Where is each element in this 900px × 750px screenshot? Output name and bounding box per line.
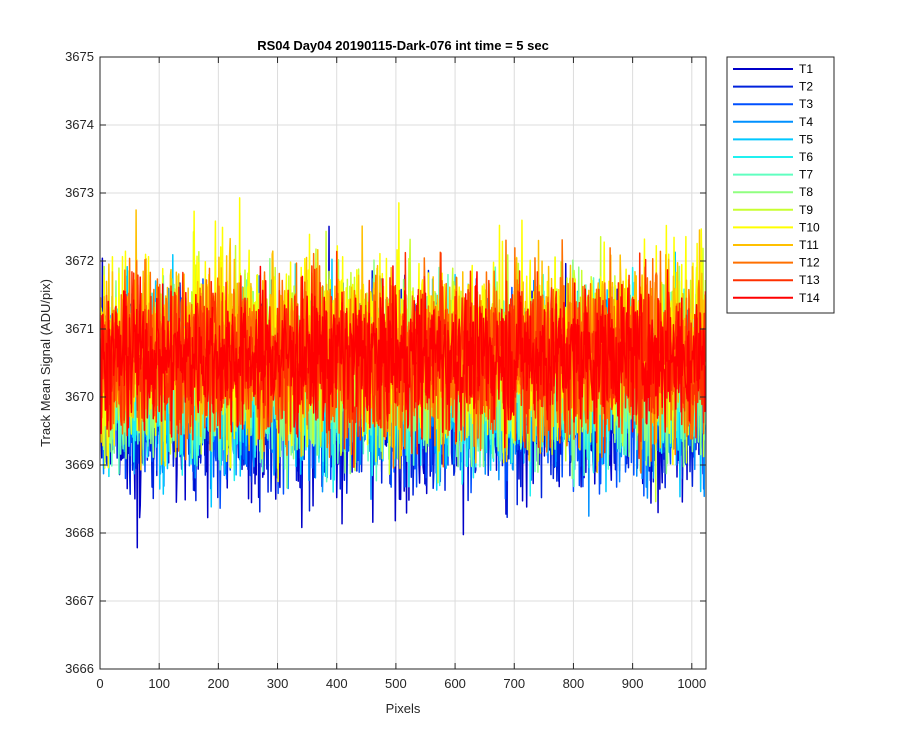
x-axis-ticks: 0 100 200 300 400 500 600 700 800 900 1000 bbox=[96, 57, 706, 691]
legend-label-t8: T8 bbox=[799, 185, 813, 199]
x-tick-label: 800 bbox=[563, 676, 585, 691]
series-group bbox=[100, 197, 706, 549]
x-tick-label: 400 bbox=[326, 676, 348, 691]
legend-label-t1: T1 bbox=[799, 62, 813, 76]
legend-label-t10: T10 bbox=[799, 220, 820, 234]
chart-title: RS04 Day04 20190115-Dark-076 int time = … bbox=[257, 38, 549, 53]
x-tick-label: 900 bbox=[622, 676, 644, 691]
y-tick-label: 3666 bbox=[65, 661, 94, 676]
legend-box bbox=[726, 56, 835, 314]
y-tick-label: 3674 bbox=[65, 117, 94, 132]
x-tick-label: 600 bbox=[444, 676, 466, 691]
legend-label-t2: T2 bbox=[799, 80, 813, 94]
legend-label-t5: T5 bbox=[799, 132, 813, 146]
x-tick-label: 0 bbox=[96, 676, 103, 691]
legend-label-t7: T7 bbox=[799, 168, 813, 182]
x-tick-label: 700 bbox=[503, 676, 525, 691]
y-axis-label: Track Mean Signal (ADU/pix) bbox=[38, 279, 53, 447]
legend-label-t9: T9 bbox=[799, 203, 813, 217]
x-tick-label: 500 bbox=[385, 676, 407, 691]
y-tick-label: 3672 bbox=[65, 253, 94, 268]
legend-label-t13: T13 bbox=[799, 273, 820, 287]
legend-label-t3: T3 bbox=[799, 97, 813, 111]
legend: T1 T2 T3 T4 T5 T6 T7 T8 T9 T10 T11 T12 T13 T14 bbox=[726, 56, 835, 314]
axes-box bbox=[99, 56, 707, 670]
y-tick-label: 3667 bbox=[65, 593, 94, 608]
x-tick-label: 1000 bbox=[677, 676, 706, 691]
y-tick-label: 3673 bbox=[65, 185, 94, 200]
y-tick-label: 3675 bbox=[65, 49, 94, 64]
legend-label-t4: T4 bbox=[799, 115, 813, 129]
series-line-t14 bbox=[100, 265, 706, 449]
x-axis-label: Pixels bbox=[386, 701, 421, 716]
legend-label-t11: T11 bbox=[799, 238, 819, 252]
y-tick-label: 3669 bbox=[65, 457, 94, 472]
legend-label-t12: T12 bbox=[799, 256, 820, 270]
y-tick-label: 3670 bbox=[65, 389, 94, 404]
x-tick-label: 300 bbox=[267, 676, 289, 691]
legend-label-t6: T6 bbox=[799, 150, 813, 164]
x-tick-label: 100 bbox=[148, 676, 170, 691]
y-axis-ticks: 3666 3667 3668 3669 3670 3671 3672 3673 3674 3675 bbox=[65, 49, 706, 676]
y-tick-label: 3671 bbox=[65, 321, 94, 336]
x-tick-label: 200 bbox=[208, 676, 230, 691]
legend-label-t14: T14 bbox=[799, 291, 820, 305]
y-tick-label: 3668 bbox=[65, 525, 94, 540]
